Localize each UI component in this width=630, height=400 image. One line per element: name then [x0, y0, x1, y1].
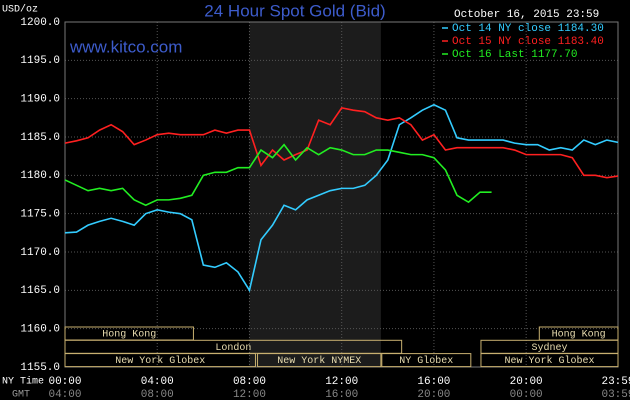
x-tick-label: 12:00: [325, 376, 358, 388]
series-line: [64, 106, 619, 179]
session-label: Sydney: [531, 342, 567, 354]
x-axis-label: NY Time: [2, 376, 44, 388]
session-bar: [257, 353, 382, 368]
legend-entry: Oct 15 NY close 1183.40: [452, 36, 604, 48]
y-tick-label: 1195.0: [20, 55, 60, 67]
y-tick-label: 1190.0: [20, 94, 60, 106]
session-bar: [64, 353, 256, 368]
x2-axis-label: GMT: [12, 390, 30, 400]
series-line: [64, 143, 492, 207]
highlight-band: [249, 22, 381, 367]
y-tick-label: 1200.0: [20, 17, 60, 29]
x2-tick-label: 00:00: [510, 389, 543, 400]
legend-entry: Oct 14 NY close 1184.30: [452, 23, 604, 35]
x2-tick-label: 12:00: [233, 389, 266, 400]
session-bar: [480, 353, 619, 368]
y-tick-label: 1185.0: [20, 132, 60, 144]
y-tick-label: 1155.0: [20, 362, 60, 374]
legend-entry: Oct 16 Last 1177.70: [452, 49, 577, 61]
x2-tick-label: 16:00: [325, 389, 358, 400]
y-tick-label: 1170.0: [20, 247, 60, 259]
subtitle: www.kitco.com: [69, 37, 182, 56]
session-label: Hong Kong: [102, 330, 156, 341]
session-label: NY Globex: [399, 355, 453, 367]
x-tick-label: 23:59: [601, 376, 630, 388]
x2-tick-label: 04:00: [48, 389, 81, 400]
x2-tick-label: 08:00: [141, 389, 174, 400]
y-tick-label: 1165.0: [20, 285, 60, 297]
chart-title: 24 Hour Spot Gold (Bid): [204, 1, 385, 20]
x-tick-label: 00:00: [48, 376, 81, 388]
y-tick-label: 1180.0: [20, 170, 60, 182]
session-label: New York Globex: [115, 355, 205, 367]
y-tick-label: 1175.0: [20, 209, 60, 221]
session-label: New York Globex: [504, 355, 594, 367]
session-label: London: [215, 342, 251, 354]
x-tick-label: 20:00: [510, 376, 543, 388]
series-line: [64, 103, 619, 293]
session-label: New York NYMEX: [277, 355, 361, 367]
x-tick-label: 04:00: [141, 376, 174, 388]
session-bar: [381, 353, 472, 368]
x-tick-label: 08:00: [233, 376, 266, 388]
timestamp: October 16, 2015 23:59: [454, 9, 599, 21]
x-tick-label: 16:00: [417, 376, 450, 388]
y-axis-label: USD/oz: [2, 4, 38, 16]
x2-tick-label: 20:00: [417, 389, 450, 400]
y-tick-label: 1160.0: [20, 324, 60, 336]
x2-tick-label: 03:59: [601, 389, 630, 400]
session-label: Hong Kong: [552, 330, 606, 341]
